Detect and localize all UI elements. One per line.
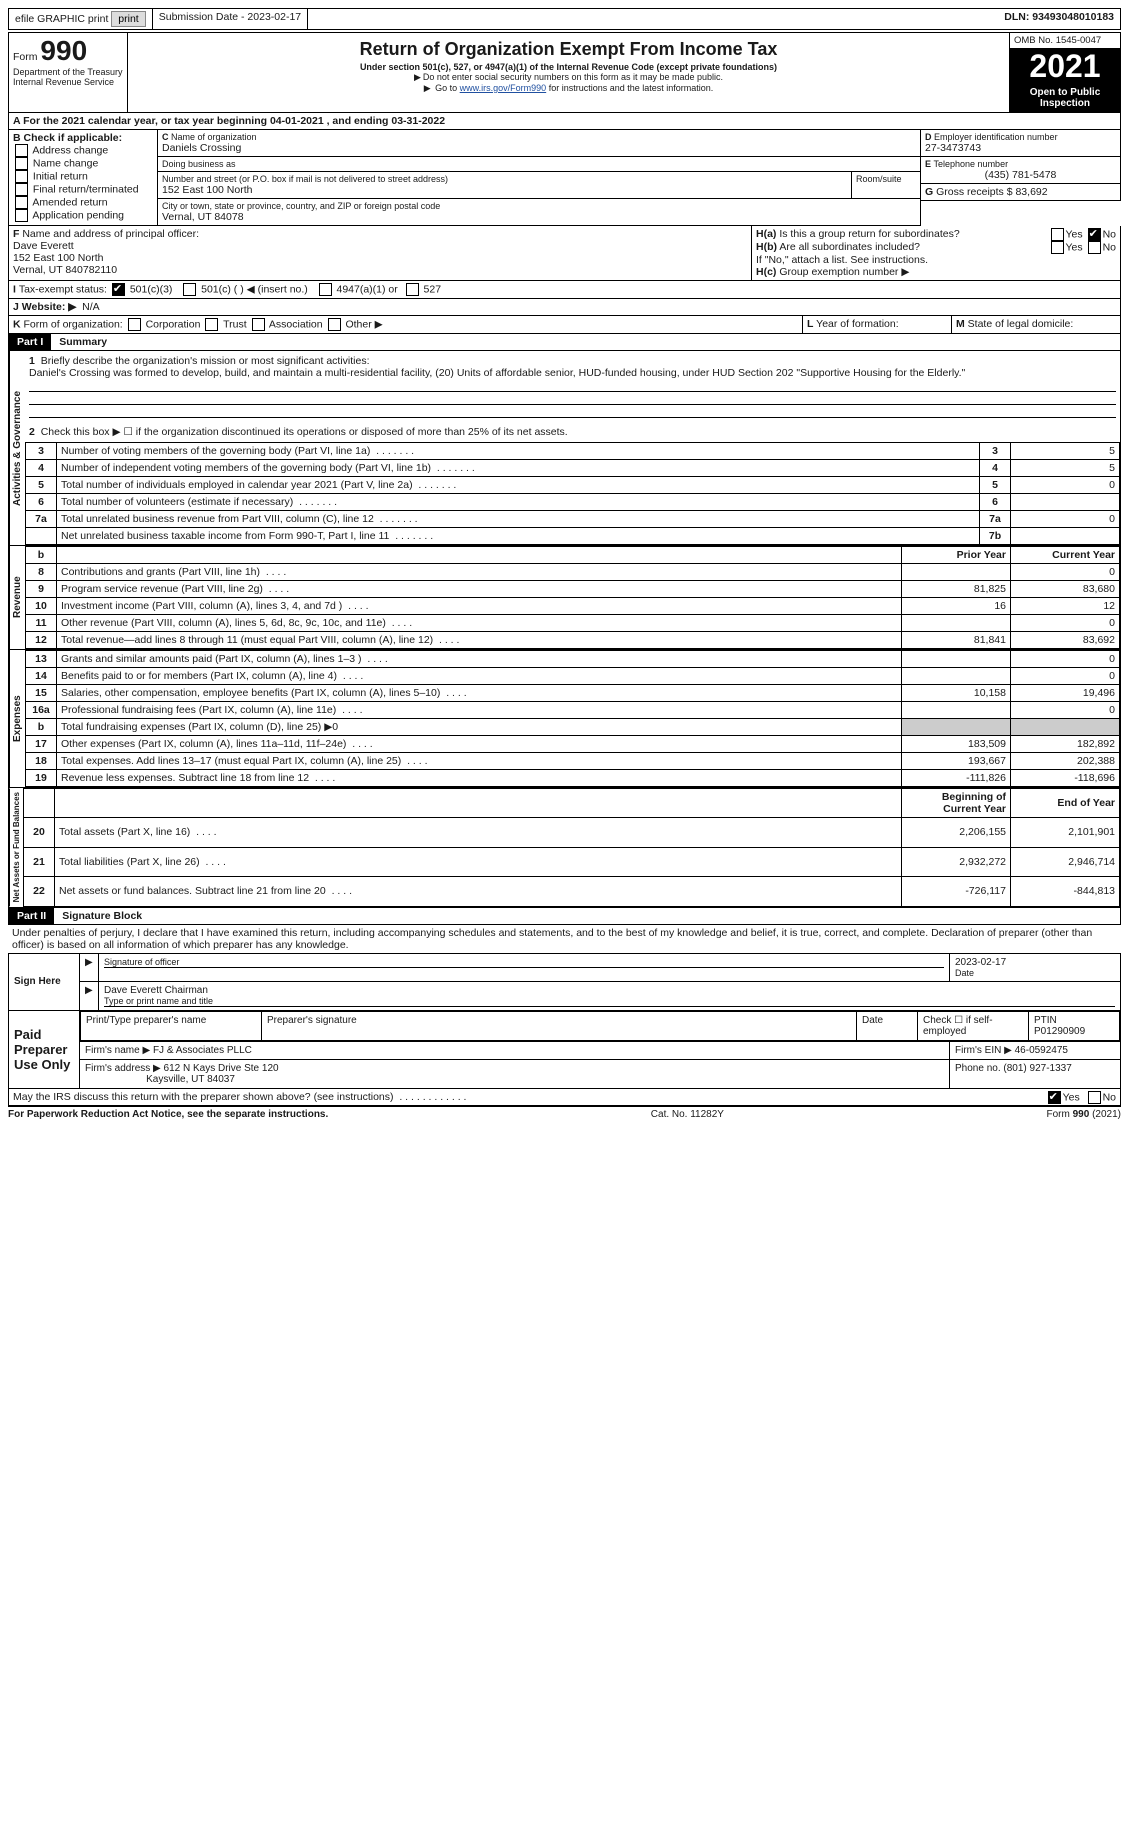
vlabel-revenue: Revenue — [9, 546, 25, 649]
tax-year: 2021 — [1010, 49, 1120, 84]
gross-receipts: 83,692 — [1015, 186, 1047, 198]
check-final-return[interactable]: Final return/terminated — [33, 183, 139, 195]
may-irs-yes[interactable] — [1048, 1091, 1061, 1104]
check-name-change[interactable]: Name change — [33, 157, 98, 169]
identity-block: B Check if applicable: Address change Na… — [8, 130, 1121, 226]
top-bar: efile GRAPHIC print print Submission Dat… — [8, 8, 1121, 30]
check-amended[interactable]: Amended return — [32, 196, 107, 208]
firm-address: Kaysville, UT 84037 — [146, 1074, 235, 1085]
section-l: L Year of formation: — [803, 316, 952, 334]
omb-number: OMB No. 1545-0047 — [1010, 33, 1120, 49]
print-button[interactable]: print — [111, 11, 145, 27]
ein: 27-3473743 — [925, 142, 1116, 154]
vlabel-netassets: Net Assets or Fund Balances — [9, 788, 23, 906]
netassets-table: Beginning of Current YearEnd of Year 20T… — [23, 788, 1120, 906]
paid-preparer-label: Paid Preparer Use Only — [9, 1010, 80, 1088]
check-501c3[interactable] — [112, 283, 125, 296]
signature-table: Sign Here ▶ Signature of officer 2023-02… — [8, 953, 1121, 1089]
q1-label: Briefly describe the organization's miss… — [41, 355, 370, 367]
street: 152 East 100 North — [162, 184, 847, 196]
dln: DLN: 93493048010183 — [308, 9, 1120, 29]
line-a: A For the 2021 calendar year, or tax yea… — [8, 113, 1121, 130]
section-b: B Check if applicable: Address change Na… — [8, 130, 158, 226]
irs-link[interactable]: www.irs.gov/Form990 — [460, 83, 547, 93]
part1-header: Part I Summary — [8, 334, 1121, 351]
form-box: Form 990 Department of the Treasury Inte… — [9, 33, 128, 112]
firm-ein: 46-0592475 — [1015, 1045, 1068, 1056]
city-label: City or town, state or province, country… — [162, 201, 916, 211]
officer-name-title: Dave Everett Chairman — [104, 985, 1115, 996]
revenue-table: bPrior YearCurrent Year 8Contributions a… — [25, 546, 1120, 649]
room-label: Room/suite — [852, 172, 921, 199]
form-label: Form — [13, 51, 38, 63]
note-link: Go to www.irs.gov/Form990 for instructio… — [132, 83, 1005, 94]
submission-date: Submission Date - 2023-02-17 — [153, 9, 308, 29]
website: N/A — [82, 301, 100, 313]
street-label: Number and street (or P.O. box if mail i… — [162, 174, 847, 184]
section-m: M State of legal domicile: — [952, 316, 1121, 334]
sig-officer-label: Signature of officer — [104, 957, 944, 968]
may-irs-row: May the IRS discuss this return with the… — [8, 1089, 1121, 1106]
fh-block: F Name and address of principal officer:… — [8, 226, 1121, 281]
klm-block: K Form of organization: Corporation Trus… — [8, 316, 1121, 334]
vlabel-governance: Activities & Governance — [9, 351, 25, 545]
governance-table: 3Number of voting members of the governi… — [25, 442, 1120, 545]
mission-text: Daniel's Crossing was formed to develop,… — [29, 367, 965, 379]
part2-header: Part II Signature Block — [8, 908, 1121, 925]
open-public: Open to Public Inspection — [1010, 84, 1120, 112]
form-title: Return of Organization Exempt From Incom… — [132, 39, 1005, 60]
title-box: Return of Organization Exempt From Incom… — [128, 33, 1010, 112]
form-ref: Form 990 (2021) — [1047, 1109, 1121, 1120]
form-header: Form 990 Department of the Treasury Inte… — [8, 32, 1121, 113]
form-subtitle: Under section 501(c), 527, or 4947(a)(1)… — [132, 62, 1005, 72]
right-box: OMB No. 1545-0047 2021 Open to Public In… — [1010, 33, 1120, 112]
firm-phone: (801) 927-1337 — [1003, 1063, 1071, 1074]
section-j: J Website: ▶ N/A — [8, 299, 1121, 316]
h-note: If "No," attach a list. See instructions… — [756, 254, 1116, 266]
sig-date: 2023-02-17 — [955, 957, 1115, 968]
check-pending[interactable]: Application pending — [32, 209, 124, 221]
section-i: I Tax-exempt status: 501(c)(3) 501(c) ( … — [8, 281, 1121, 299]
org-name: Daniels Crossing — [162, 142, 916, 154]
declaration-text: Under penalties of perjury, I declare th… — [8, 925, 1121, 953]
officer-name: Dave Everett — [13, 240, 74, 252]
section-c: C Name of organization Daniels Crossing … — [158, 130, 921, 226]
efile-label: efile GRAPHIC print print — [9, 9, 153, 29]
vlabel-expenses: Expenses — [9, 650, 25, 787]
section-k: K Form of organization: Corporation Trus… — [8, 316, 803, 334]
check-address-change[interactable]: Address change — [32, 144, 108, 156]
ptin: P01290909 — [1034, 1026, 1085, 1037]
dba-label: Doing business as — [158, 157, 921, 172]
ha-no-check[interactable] — [1088, 228, 1101, 241]
sign-here-label: Sign Here — [9, 953, 80, 1010]
page-footer: For Paperwork Reduction Act Notice, see … — [8, 1106, 1121, 1120]
firm-name: FJ & Associates PLLC — [153, 1045, 252, 1056]
check-initial-return[interactable]: Initial return — [33, 170, 88, 182]
q2-text: Check this box ▶ ☐ if the organization d… — [41, 426, 568, 438]
dept-label: Department of the Treasury Internal Reve… — [13, 67, 123, 87]
section-deg: D Employer identification number 27-3473… — [921, 130, 1121, 226]
section-f: F Name and address of principal officer:… — [8, 226, 752, 281]
expenses-table: 13Grants and similar amounts paid (Part … — [25, 650, 1120, 787]
section-h: H(a) Is this a group return for subordin… — [752, 226, 1121, 281]
form-number: 990 — [40, 35, 87, 66]
city: Vernal, UT 84078 — [162, 211, 916, 223]
phone: (435) 781-5478 — [925, 169, 1116, 181]
note-ssn: Do not enter social security numbers on … — [132, 72, 1005, 83]
